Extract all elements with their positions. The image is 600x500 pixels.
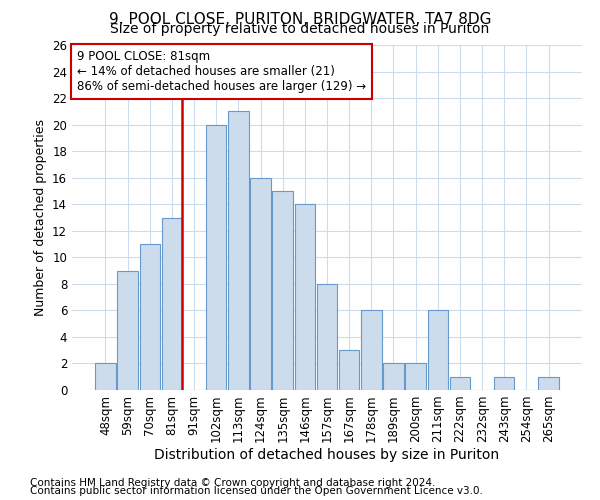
Bar [272, 191, 293, 390]
Text: Contains public sector information licensed under the Open Government Licence v3: Contains public sector information licen… [30, 486, 483, 496]
Y-axis label: Number of detached properties: Number of detached properties [34, 119, 47, 316]
Bar [295, 204, 315, 390]
Bar [118, 270, 138, 390]
Text: Contains HM Land Registry data © Crown copyright and database right 2024.: Contains HM Land Registry data © Crown c… [30, 478, 436, 488]
X-axis label: Distribution of detached houses by size in Puriton: Distribution of detached houses by size … [154, 448, 500, 462]
Bar [494, 376, 514, 390]
Bar [339, 350, 359, 390]
Bar [406, 364, 426, 390]
Bar [361, 310, 382, 390]
Text: 9, POOL CLOSE, PURITON, BRIDGWATER, TA7 8DG: 9, POOL CLOSE, PURITON, BRIDGWATER, TA7 … [109, 12, 491, 28]
Text: Size of property relative to detached houses in Puriton: Size of property relative to detached ho… [110, 22, 490, 36]
Bar [317, 284, 337, 390]
Bar [228, 112, 248, 390]
Bar [250, 178, 271, 390]
Bar [95, 364, 116, 390]
Bar [140, 244, 160, 390]
Bar [538, 376, 559, 390]
Bar [383, 364, 404, 390]
Bar [450, 376, 470, 390]
Bar [428, 310, 448, 390]
Bar [206, 124, 226, 390]
Bar [161, 218, 182, 390]
Text: 9 POOL CLOSE: 81sqm
← 14% of detached houses are smaller (21)
86% of semi-detach: 9 POOL CLOSE: 81sqm ← 14% of detached ho… [77, 50, 366, 93]
